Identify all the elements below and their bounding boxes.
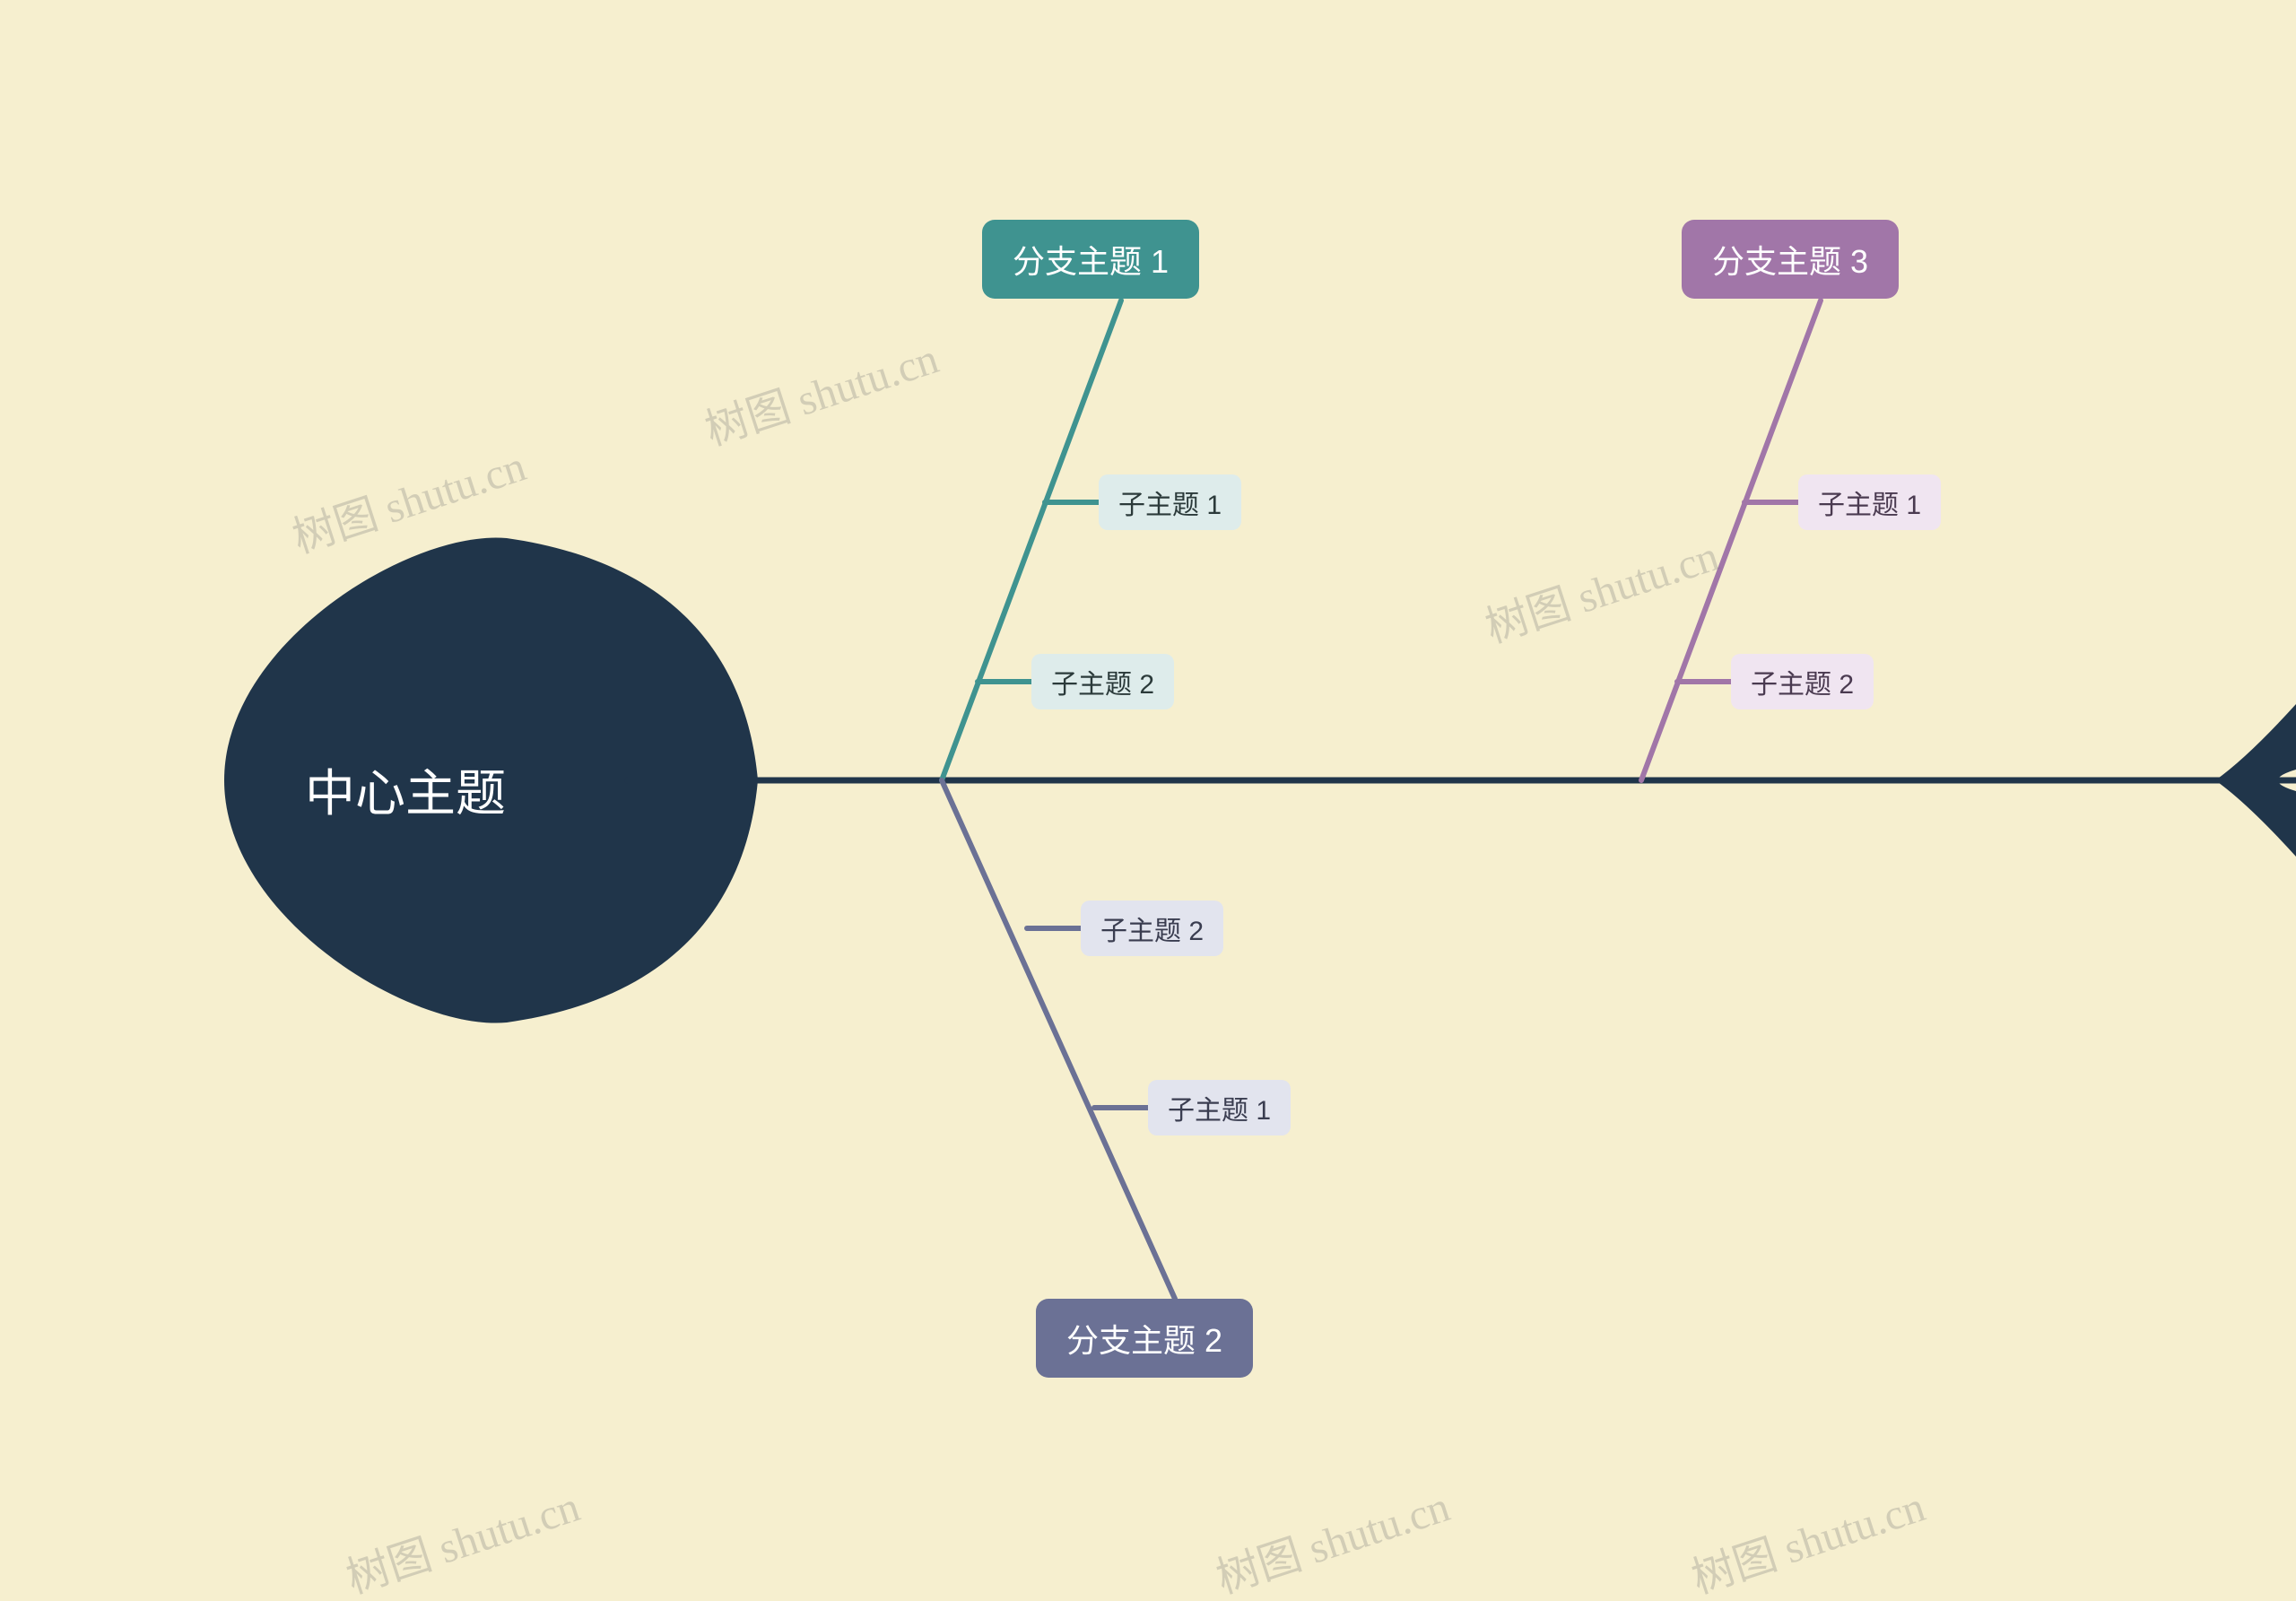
- watermark: 树图 shutu.cn: [337, 1471, 587, 1601]
- branch-topic-3-label: 分支主题 3: [1712, 236, 1868, 283]
- sub-topic-b3-2[interactable]: 子主题 2: [1731, 654, 1874, 709]
- sub-topic-b2-2-label: 子主题 2: [1100, 909, 1204, 948]
- branch-topic-2[interactable]: 分支主题 2: [1036, 1299, 1253, 1378]
- sub-topic-b1-2-label: 子主题 2: [1051, 662, 1154, 701]
- sub-topic-b3-1-label: 子主题 1: [1818, 483, 1921, 522]
- watermark: 树图 shutu.cn: [1476, 520, 1726, 655]
- sub-topic-b1-2[interactable]: 子主题 2: [1031, 654, 1174, 709]
- watermark: 树图 shutu.cn: [1683, 1471, 1932, 1601]
- watermark: 树图 shutu.cn: [696, 323, 945, 457]
- sub-topic-b2-1[interactable]: 子主题 1: [1148, 1080, 1291, 1135]
- central-topic-label[interactable]: 中心主题: [305, 753, 506, 826]
- watermark: 树图 shutu.cn: [1207, 1471, 1457, 1601]
- sub-topic-b2-1-label: 子主题 1: [1168, 1088, 1271, 1127]
- branch-topic-1-label: 分支主题 1: [1013, 236, 1169, 283]
- sub-topic-b1-1[interactable]: 子主题 1: [1099, 474, 1241, 530]
- branch-topic-2-label: 分支主题 2: [1066, 1315, 1222, 1362]
- sub-topic-b3-2-label: 子主题 2: [1751, 662, 1854, 701]
- sub-topic-b2-2[interactable]: 子主题 2: [1081, 901, 1223, 956]
- sub-topic-b1-1-label: 子主题 1: [1118, 483, 1222, 522]
- branch-topic-1[interactable]: 分支主题 1: [982, 220, 1199, 299]
- diagram-canvas: 中心主题 分支主题 1 分支主题 3 分支主题 2 子主题 1 子主题 2 子主…: [0, 0, 2296, 1601]
- branch-topic-3[interactable]: 分支主题 3: [1682, 220, 1899, 299]
- sub-topic-b3-1[interactable]: 子主题 1: [1798, 474, 1941, 530]
- watermark: 树图 shutu.cn: [283, 431, 533, 565]
